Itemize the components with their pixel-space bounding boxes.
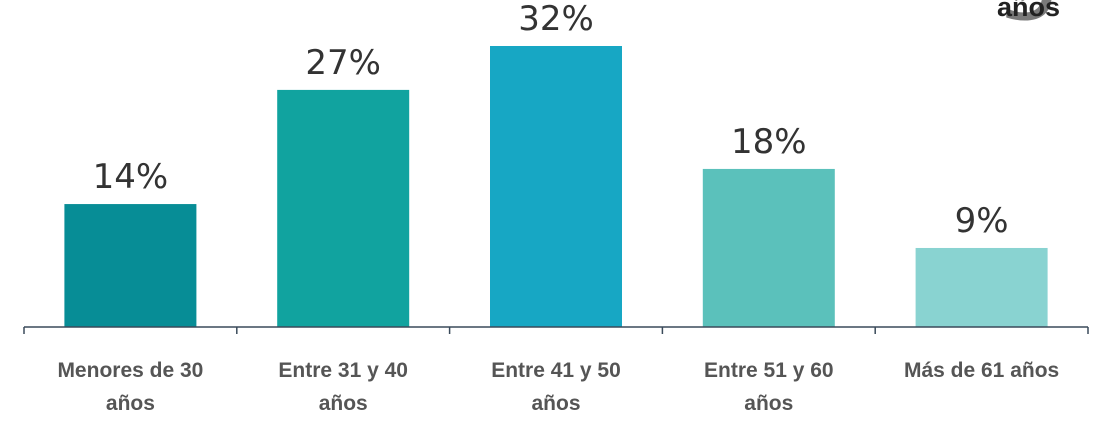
- bar-4: [702, 168, 835, 327]
- category-label-5: Más de 61 años: [904, 359, 1059, 382]
- bars-group: [64, 46, 1048, 327]
- bar-3: [490, 46, 622, 327]
- value-labels-group: 14% 27% 32% 18% 9%: [93, 0, 1009, 241]
- category-label-3: Entre 41 y 50 años: [491, 359, 621, 415]
- value-label-2: 27%: [305, 43, 381, 83]
- category-label-4: Entre 51 y 60 años: [704, 359, 834, 415]
- value-label-4: 18%: [731, 122, 807, 162]
- bar-1: [64, 204, 197, 327]
- value-label-3: 32%: [518, 0, 594, 39]
- category-label-1: Menores de 30 años: [57, 359, 203, 415]
- x-axis-ticks: [23, 327, 1089, 334]
- bar-5: [915, 247, 1048, 327]
- category-labels-group: Menores de 30 años Entre 31 y 40 años Entre …: [57, 359, 1059, 415]
- category-label-2: Entre 31 y 40 años: [278, 359, 408, 415]
- bar-2: [277, 89, 410, 327]
- value-label-1: 14%: [93, 157, 169, 197]
- corner-numeral-fragment: 5: [999, 0, 1060, 34]
- value-label-5: 9%: [955, 201, 1009, 241]
- corner-unit-label: años: [996, 0, 1060, 22]
